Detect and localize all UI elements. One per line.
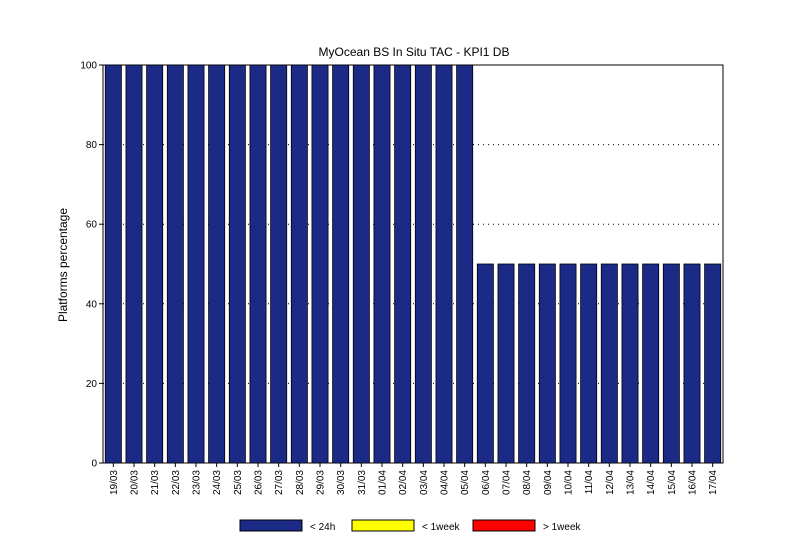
legend-label: > 1week: [543, 522, 582, 533]
bar: [394, 64, 412, 464]
x-tick-label: 08/04: [522, 470, 533, 495]
x-tick-label: 25/03: [233, 470, 244, 495]
x-tick-label: 22/03: [171, 470, 182, 495]
x-tick-label: 23/03: [192, 470, 203, 495]
x-tick-label: 13/04: [626, 470, 637, 495]
x-tick-label: 01/04: [378, 470, 389, 495]
x-tick-label: 20/03: [130, 470, 141, 495]
bar: [208, 64, 226, 464]
bar: [621, 263, 639, 464]
y-axis-ticks: 0 20 40 60 80 100: [80, 61, 103, 470]
x-tick-label: 19/03: [109, 470, 120, 495]
x-tick-label: 26/03: [254, 470, 265, 495]
x-tick-label: 14/04: [646, 470, 657, 495]
legend-label: < 1week: [422, 522, 461, 533]
bar: [580, 263, 598, 464]
x-tick-label: 15/04: [667, 470, 678, 495]
y-tick-label: 0: [91, 459, 97, 470]
legend-label: < 24h: [310, 522, 335, 533]
chart-title: MyOcean BS In Situ TAC - KPI1 DB: [319, 45, 510, 59]
y-tick-label: 80: [86, 140, 98, 151]
bar: [704, 263, 722, 464]
x-tick-label: 09/04: [543, 470, 554, 495]
x-tick-label: 21/03: [150, 470, 161, 495]
y-tick-label: 20: [86, 379, 98, 390]
x-tick-label: 04/04: [440, 470, 451, 495]
legend: < 24h < 1week > 1week: [239, 519, 582, 533]
bar: [456, 64, 474, 464]
y-tick-label: 60: [86, 220, 98, 231]
x-tick-label: 07/04: [502, 470, 513, 495]
x-tick-label: 24/03: [212, 470, 223, 495]
x-tick-label: 29/03: [316, 470, 327, 495]
x-tick-label: 16/04: [688, 470, 699, 495]
x-tick-label: 12/04: [605, 470, 616, 495]
bar: [352, 64, 370, 464]
legend-swatch: [472, 519, 536, 532]
bar: [166, 64, 184, 464]
x-tick-label: 11/04: [584, 470, 595, 495]
bar: [270, 64, 288, 464]
x-tick-label: 02/04: [398, 470, 409, 495]
x-tick-label: 17/04: [708, 470, 719, 495]
bar: [187, 64, 205, 464]
bar: [414, 64, 432, 464]
bar: [332, 64, 350, 464]
bar: [290, 64, 308, 464]
bar: [146, 64, 164, 464]
x-tick-label: 03/04: [419, 470, 430, 495]
bar: [311, 64, 329, 464]
x-tick-label: 06/04: [481, 470, 492, 495]
bar: [600, 263, 618, 464]
y-tick-label: 40: [86, 299, 98, 310]
x-tick-label: 31/03: [357, 470, 368, 495]
bar: [538, 263, 556, 464]
bar: [476, 263, 494, 464]
bar: [435, 64, 453, 464]
bar: [249, 64, 267, 464]
bar: [683, 263, 701, 464]
bar: [518, 263, 536, 464]
bars-group: [104, 64, 722, 464]
y-axis-label: Platforms percentage: [56, 208, 70, 322]
y-tick-label: 100: [80, 61, 97, 72]
bar: [228, 64, 246, 464]
plot-area: [102, 64, 724, 464]
x-tick-label: 30/03: [336, 470, 347, 495]
x-tick-label: 05/04: [460, 470, 471, 495]
bar: [662, 263, 680, 464]
bar: [104, 64, 122, 464]
x-tick-label: 27/03: [274, 470, 285, 495]
x-axis-ticks: 19/03 20/03 21/03 22/03 23/03 24/03 25/03 26/03…: [109, 463, 719, 495]
x-tick-label: 10/04: [564, 470, 575, 495]
legend-swatch: [351, 519, 415, 532]
grid-lines: [103, 144, 723, 384]
bar: [559, 263, 577, 464]
x-tick-label: 28/03: [295, 470, 306, 495]
bar: [373, 64, 391, 464]
bar: [125, 64, 143, 464]
bar: [642, 263, 660, 464]
bar: [497, 263, 515, 464]
legend-swatch: [239, 519, 303, 532]
